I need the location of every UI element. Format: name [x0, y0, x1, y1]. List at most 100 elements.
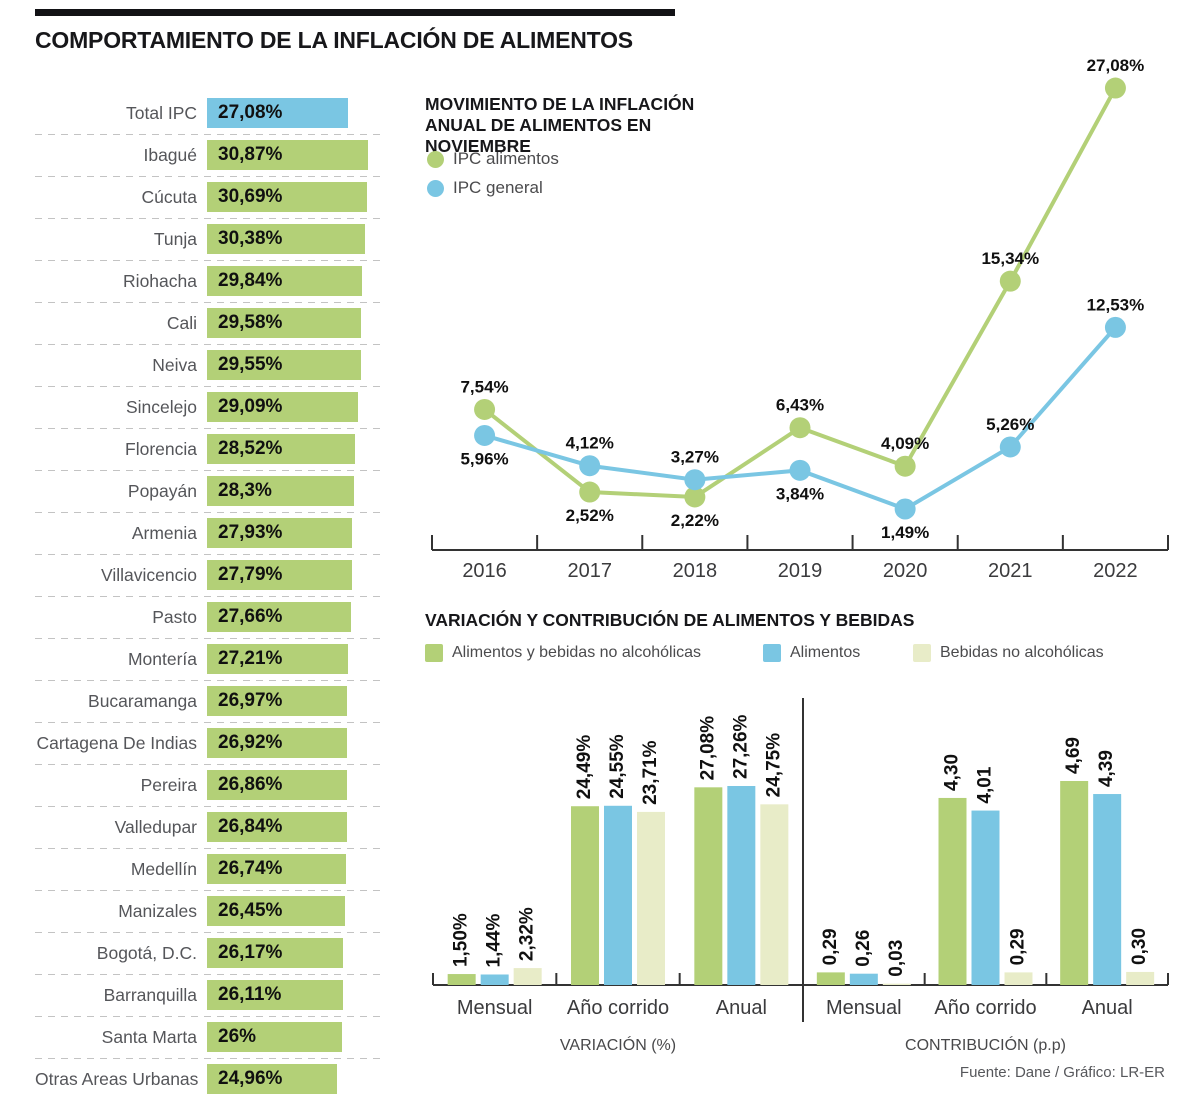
city-label: Riohacha: [123, 270, 197, 291]
data-point: [474, 398, 496, 420]
point-label: 4,12%: [566, 434, 614, 453]
city-label: Montería: [127, 648, 197, 669]
point-label: 4,09%: [881, 434, 929, 453]
legend-square-cream-icon: [913, 644, 931, 662]
city-bar: 27,66%: [207, 602, 351, 632]
bar: [849, 973, 878, 985]
bar-label: 0,03: [886, 940, 907, 977]
bar-label: 24,55%: [607, 734, 628, 799]
line-chart-svg: 2016 2017 2018 2019 2020 2021 2022 7,54% 2,52% 2,…: [431, 56, 1169, 582]
point-label: 2,52%: [566, 506, 614, 525]
legend-item-ipc-alimentos: IPC alimentos: [427, 149, 559, 169]
bar: [604, 805, 632, 985]
city-value: 28,52%: [218, 438, 283, 459]
list-item: Ibagué 30,87%: [35, 134, 385, 176]
list-item: Valledupar 26,84%: [35, 806, 385, 848]
bar-label: 2,32%: [517, 907, 538, 961]
city-label: Armenia: [131, 522, 197, 543]
city-label: Santa Marta: [101, 1026, 197, 1047]
data-point: [789, 459, 811, 481]
city-value: 26,17%: [218, 942, 283, 963]
city-bar: 26,86%: [207, 770, 347, 800]
city-bar: 26,92%: [207, 728, 347, 758]
city-value: 26,92%: [218, 732, 283, 753]
legend-dot-blue-icon: [427, 179, 444, 197]
bar: [447, 974, 476, 985]
point-label: 15,34%: [981, 249, 1039, 268]
bar-chart-title: VARIACIÓN Y CONTRIBUCIÓN DE ALIMENTOS Y …: [425, 610, 915, 630]
data-point: [789, 417, 811, 439]
city-bar: 30,38%: [207, 224, 365, 254]
list-item: Pasto 27,66%: [35, 596, 385, 638]
city-label: Valledupar: [114, 816, 197, 837]
legend-dot-green-icon: [427, 150, 444, 168]
city-bar: 27,93%: [207, 518, 353, 548]
bar-label: 0,29: [1008, 928, 1029, 965]
bar-label: 4,30: [942, 754, 963, 791]
city-label: Barranquilla: [103, 984, 197, 1005]
bar: [571, 806, 599, 985]
list-item: Florencia 28,52%: [35, 428, 385, 470]
data-point: [474, 424, 496, 446]
bar: [1126, 971, 1155, 985]
list-item: Cartagena De Indias 26,92%: [35, 722, 385, 764]
city-bar: 27,08%: [207, 98, 348, 128]
list-item: Bucaramanga 26,97%: [35, 680, 385, 722]
bar-chart-svg: Mensual 1,50% 1,44% 2,32% Año corrido 24,49% 2…: [432, 698, 1169, 1054]
list-item: Medellín 26,74%: [35, 848, 385, 890]
list-item: Riohacha 29,84%: [35, 260, 385, 302]
bar-label: 1,50%: [451, 913, 472, 967]
legend-square-green-icon: [425, 644, 443, 662]
city-bar: 27,21%: [207, 644, 349, 674]
data-point: [684, 486, 706, 508]
legend-label: Bebidas no alcohólicas: [940, 644, 1104, 661]
x-tick-label: 2022: [1093, 560, 1138, 582]
city-bar: 26,97%: [207, 686, 348, 716]
group-axis-label: CONTRIBUCIÓN (p.p): [905, 1035, 1066, 1054]
list-item: Manizales 26,45%: [35, 890, 385, 932]
bar: [480, 974, 509, 985]
list-item: Popayán 28,3%: [35, 470, 385, 512]
point-label: 5,96%: [460, 449, 508, 468]
city-bar: 29,55%: [207, 350, 361, 380]
data-point: [684, 469, 706, 491]
city-label: Florencia: [125, 438, 197, 459]
city-bar: 26,74%: [207, 854, 347, 884]
legend-label: IPC general: [453, 178, 543, 197]
bar-label: 1,44%: [484, 914, 505, 968]
page-title: COMPORTAMIENTO DE LA INFLACIÓN DE ALIMEN…: [35, 27, 633, 53]
city-value: 27,79%: [218, 564, 283, 585]
city-bar: 26%: [207, 1022, 343, 1052]
city-bar: 29,09%: [207, 392, 359, 422]
point-label: 6,43%: [776, 396, 824, 415]
bar-label: 4,39: [1096, 750, 1117, 787]
city-label: Otras Areas Urbanas: [35, 1068, 199, 1089]
city-bar: 28,52%: [207, 434, 356, 464]
x-tick-label: 2016: [462, 560, 507, 582]
legend-label: IPC alimentos: [453, 149, 559, 168]
city-label: Ibagué: [143, 144, 197, 165]
bar: [1060, 780, 1089, 985]
bar: [760, 804, 789, 985]
data-point: [894, 455, 916, 477]
city-label: Neiva: [152, 354, 197, 375]
bar: [637, 811, 665, 985]
data-point: [579, 455, 601, 477]
point-label: 3,27%: [671, 448, 719, 467]
legend-label: Alimentos: [790, 644, 861, 661]
city-label: Villavicencio: [101, 564, 197, 585]
city-bar: 29,84%: [207, 266, 363, 296]
data-point: [1104, 77, 1126, 99]
x-tick-label: Anual: [716, 997, 767, 1019]
legend-square-blue-icon: [763, 644, 781, 662]
list-item: Tunja 30,38%: [35, 218, 385, 260]
bar-label: 0,30: [1129, 928, 1150, 965]
city-value: 24,96%: [218, 1068, 283, 1089]
city-bar: 24,96%: [207, 1064, 337, 1094]
city-bar: 30,87%: [207, 140, 368, 170]
list-item: Cúcuta 30,69%: [35, 176, 385, 218]
list-item: Barranquilla 26,11%: [35, 974, 385, 1016]
legend-item-bebidas: Bebidas no alcohólicas: [913, 644, 1104, 662]
x-tick-label: 2017: [567, 560, 612, 582]
group-axis-label: VARIACIÓN (%): [560, 1035, 676, 1054]
